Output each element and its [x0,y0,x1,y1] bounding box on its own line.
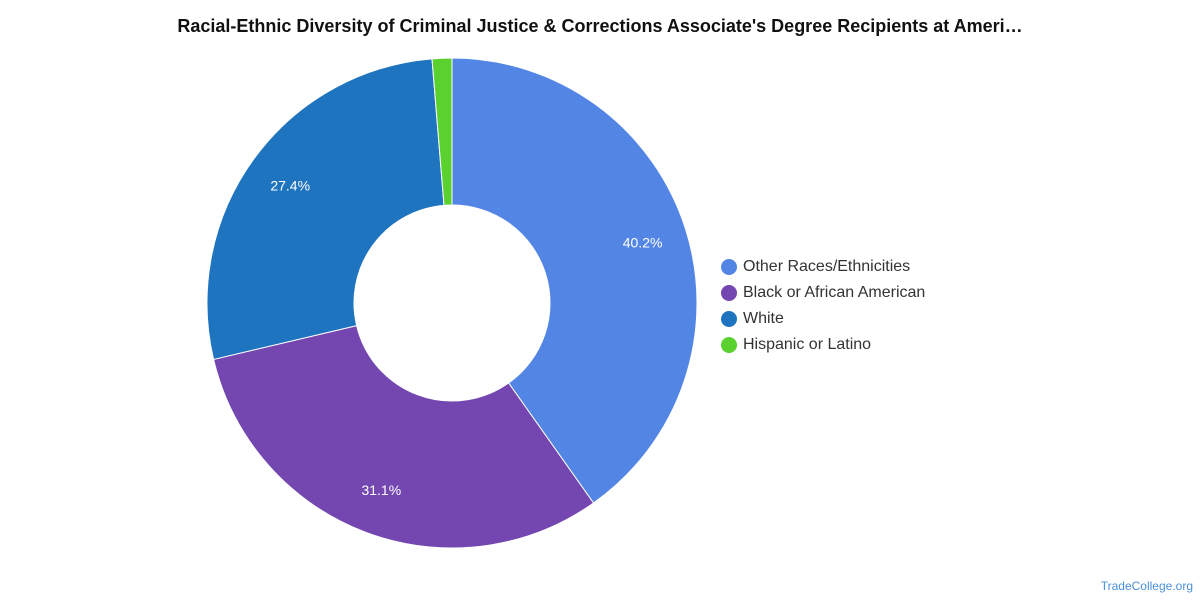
chart-title: Racial-Ethnic Diversity of Criminal Just… [177,16,1023,36]
legend-label: Other Races/Ethnicities [743,258,911,275]
slice-white[interactable] [206,58,445,361]
chart-slice-labels: 40.2% 31.1% 27.4% [270,177,662,498]
legend-label: White [743,310,784,327]
source-credit[interactable]: TradeCollege.org [1100,579,1193,593]
legend-item[interactable]: Other Races/Ethnicities [721,254,925,280]
legend-item[interactable]: Hispanic or Latino [721,332,925,358]
legend-swatch-icon [721,311,737,327]
slice-value-label: 40.2% [623,234,663,250]
chart-legend: Other Races/Ethnicities Black or African … [721,254,925,358]
legend-swatch-icon [721,337,737,353]
legend-swatch-icon [721,285,737,301]
slice-other-races-ethnicities[interactable] [451,57,698,504]
legend-label: Hispanic or Latino [743,336,872,353]
legend-label: Black or African American [743,284,926,301]
slice-value-label: 27.4% [270,177,310,193]
legend-swatch-icon [721,259,737,275]
slice-black-or-african-american[interactable] [212,324,595,549]
legend-item[interactable]: Black or African American [721,280,925,306]
legend-item[interactable]: White [721,306,925,332]
slice-hispanic-or-latino[interactable] [431,57,453,206]
slice-value-label: 31.1% [361,482,401,498]
chart-slices [206,57,698,549]
